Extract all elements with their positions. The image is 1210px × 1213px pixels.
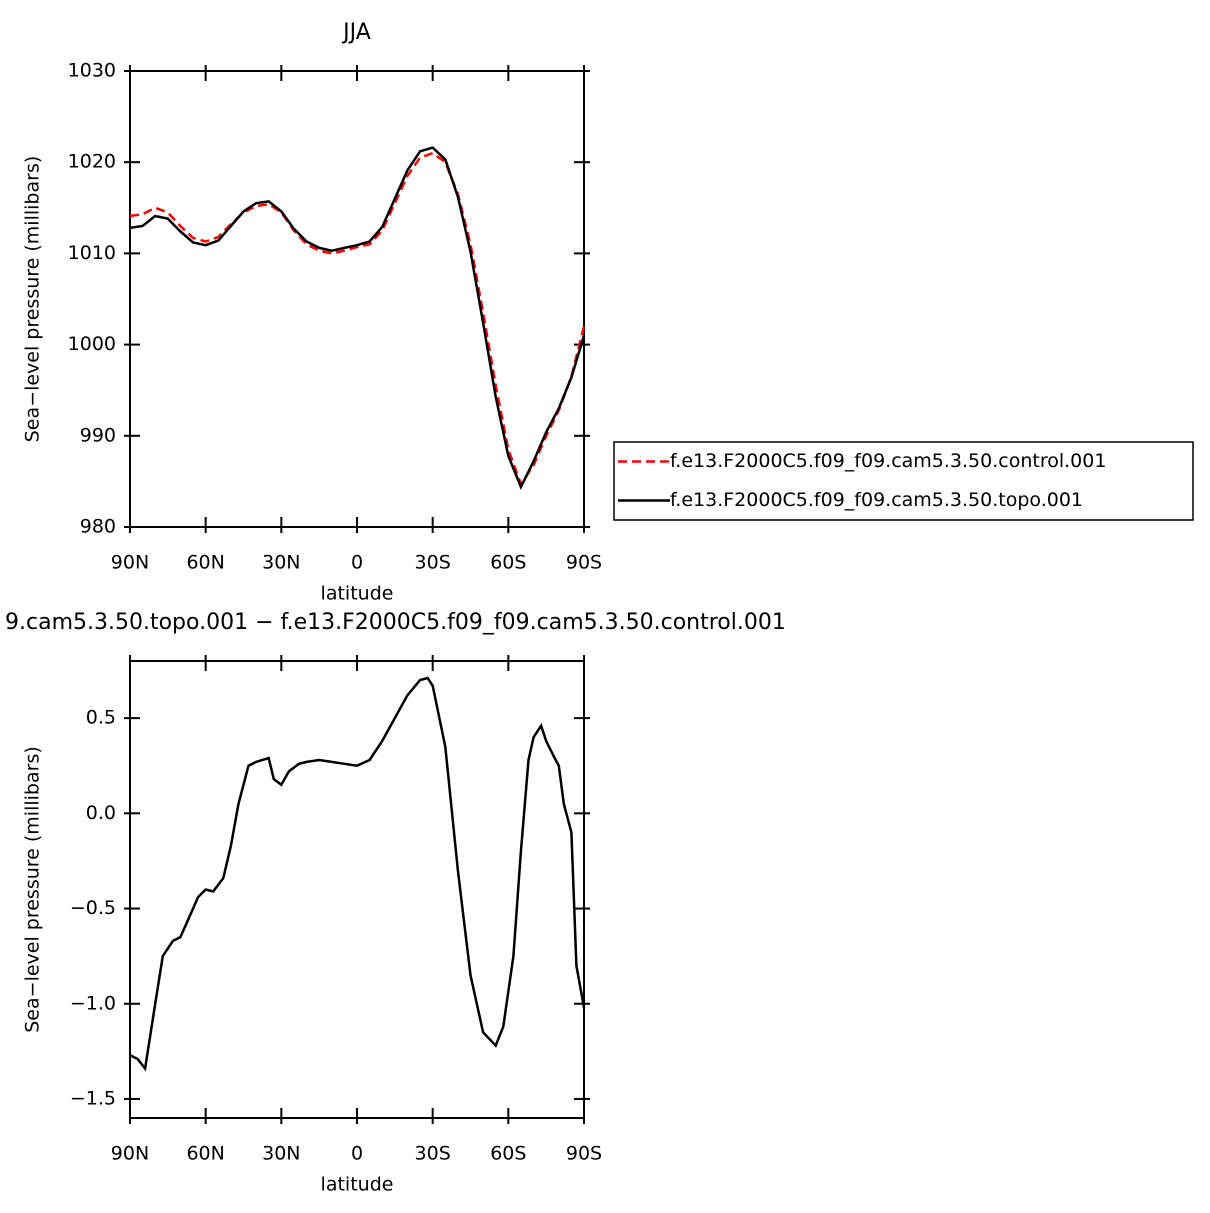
y-tick-label: 1010: [68, 242, 116, 264]
x-tick-label: 60S: [490, 1143, 526, 1165]
legend-label: f.e13.F2000C5.f09_f09.cam5.3.50.topo.001: [670, 489, 1083, 511]
line-series: [129, 146, 586, 490]
x-tick-label: 90N: [111, 552, 149, 574]
line-series: [129, 151, 586, 487]
legend-label: f.e13.F2000C5.f09_f09.cam5.3.50.control.…: [670, 450, 1106, 472]
x-tick-label: 90S: [566, 552, 602, 574]
x-tick-label: 60S: [490, 552, 526, 574]
x-tick-label: 0: [351, 552, 363, 574]
x-tick-label: 30S: [415, 552, 451, 574]
y-tick-label: 0.0: [86, 802, 116, 824]
line-series: [129, 676, 586, 1072]
x-tick-label: 60N: [186, 1143, 224, 1165]
x-axis-label: latitude: [321, 583, 394, 605]
x-axis-label: latitude: [321, 1174, 394, 1196]
x-tick-label: 90S: [566, 1143, 602, 1165]
x-tick-label: 30S: [415, 1143, 451, 1165]
y-axis-label: Sea−level pressure (millibars): [22, 746, 44, 1033]
x-tick-label: 0: [351, 1143, 363, 1165]
y-tick-label: 0.5: [86, 707, 116, 729]
y-tick-label: 980: [80, 516, 116, 538]
y-tick-label: −1.0: [70, 992, 116, 1014]
plot-frame: [129, 660, 585, 1119]
x-tick-label: 90N: [111, 1143, 149, 1165]
y-tick-label: −0.5: [70, 897, 116, 919]
y-axis-label: Sea−level pressure (millibars): [22, 156, 44, 443]
y-tick-label: 1030: [68, 60, 116, 82]
legend-box: [613, 441, 1194, 521]
x-tick-label: 30N: [262, 552, 300, 574]
chart-title: JJA: [341, 20, 371, 45]
plot-frame: [129, 70, 585, 528]
y-tick-label: 1000: [68, 333, 116, 355]
chart-title: 9.cam5.3.50.topo.001 − f.e13.F2000C5.f09…: [5, 610, 786, 635]
x-tick-label: 60N: [186, 552, 224, 574]
y-tick-label: −1.5: [70, 1087, 116, 1109]
x-tick-label: 30N: [262, 1143, 300, 1165]
y-tick-label: 990: [80, 424, 116, 446]
y-tick-label: 1020: [68, 151, 116, 173]
